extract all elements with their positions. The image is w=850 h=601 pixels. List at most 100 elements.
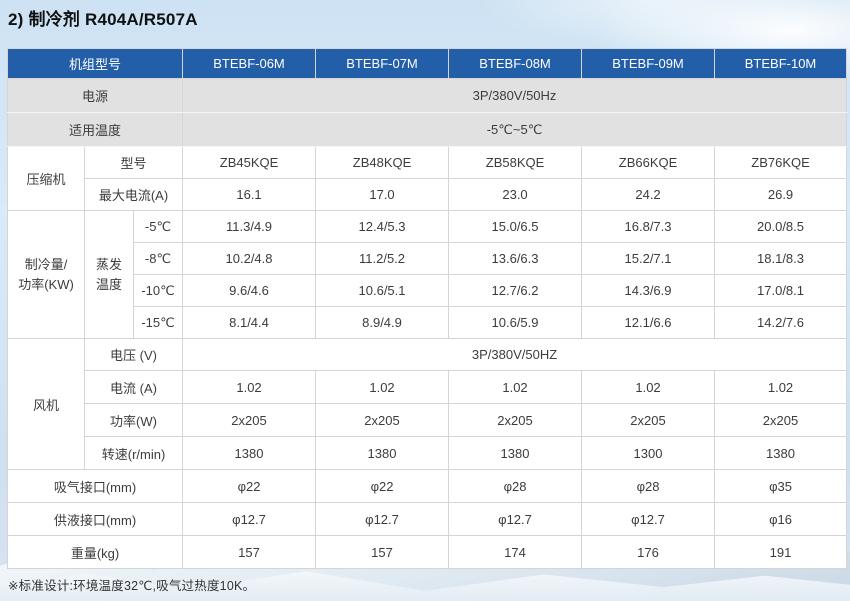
spec-value-cell: ZB76KQE: [714, 146, 848, 179]
header-model-btebf-10m: BTEBF-10M: [714, 48, 848, 79]
spec-value-cell: 16.8/7.3: [581, 210, 716, 243]
row-fan-current: 电流 (A) 1.02 1.02 1.02 1.02 1.02: [8, 370, 848, 404]
spec-value-cell: 2x205: [714, 403, 848, 437]
spec-value-cell: 1.02: [448, 370, 583, 404]
evap-temp-minus10-label: -10℃: [132, 274, 184, 307]
spec-value-cell: 10.6/5.1: [315, 274, 450, 307]
spec-value-cell: φ12.7: [581, 502, 716, 536]
row-liquid-port: 供液接口(mm) φ12.7 φ12.7 φ12.7 φ12.7 φ16: [6, 502, 848, 536]
header-model-btebf-06m: BTEBF-06M: [182, 48, 317, 79]
spec-value-cell: 16.1: [182, 178, 317, 211]
evap-temp-label: 蒸发 温度: [84, 210, 134, 339]
spec-value-cell: φ12.7: [182, 502, 317, 536]
spec-value-cell: 157: [182, 535, 317, 569]
row-power-supply: 电源 3P/380V/50Hz: [6, 78, 848, 113]
spec-value-cell: 1.02: [714, 370, 848, 404]
header-model-btebf-08m: BTEBF-08M: [448, 48, 583, 79]
spec-value-cell: 11.3/4.9: [182, 210, 317, 243]
spec-value-cell: 12.4/5.3: [315, 210, 450, 243]
spec-value-cell: 191: [714, 535, 848, 569]
compressor-model-label: 型号: [83, 146, 184, 179]
spec-value-cell: 10.6/5.9: [448, 306, 583, 339]
spec-value-cell: φ28: [448, 469, 583, 503]
spec-value-cell: 8.9/4.9: [315, 306, 450, 339]
spec-value-cell: 8.1/4.4: [182, 306, 317, 339]
row-cooling-minus15: -15℃ 8.1/4.4 8.9/4.9 10.6/5.9 12.1/6.6 1…: [8, 306, 848, 339]
spec-value-cell: 157: [315, 535, 450, 569]
fan-current-label: 电流 (A): [83, 370, 184, 404]
fan-voltage-label: 电压 (V): [83, 338, 184, 371]
spec-value-cell: 11.2/5.2: [315, 242, 450, 275]
compressor-section-label: 压缩机: [7, 146, 85, 211]
row-fan-speed: 转速(r/min) 1380 1380 1380 1300 1380: [8, 436, 848, 470]
power-supply-label: 电源: [6, 78, 184, 113]
spec-value-cell: 1380: [714, 436, 848, 470]
spec-value-cell: 17.0: [315, 178, 450, 211]
spec-value-cell: 2x205: [182, 403, 317, 437]
spec-value-cell: 23.0: [448, 178, 583, 211]
header-row: 机组型号 BTEBF-06M BTEBF-07M BTEBF-08M BTEBF…: [6, 48, 848, 79]
row-cooling-minus5: 制冷量/ 功率(KW) 蒸发 温度 -5℃ 11.3/4.9 12.4/5.3 …: [7, 210, 848, 339]
row-cooling-minus8: -8℃ 10.2/4.8 11.2/5.2 13.6/6.3 15.2/7.1 …: [8, 242, 848, 275]
header-model-btebf-07m: BTEBF-07M: [315, 48, 450, 79]
spec-value-cell: 14.2/7.6: [714, 306, 848, 339]
spec-value-cell: φ12.7: [448, 502, 583, 536]
spec-value-cell: φ35: [714, 469, 848, 503]
spec-value-cell: φ12.7: [315, 502, 450, 536]
spec-value-cell: 15.0/6.5: [448, 210, 583, 243]
spec-value-cell: 2x205: [581, 403, 716, 437]
spec-value-cell: 1.02: [182, 370, 317, 404]
ambient-temp-label: 适用温度: [6, 112, 184, 147]
spec-value-cell: 9.6/4.6: [182, 274, 317, 307]
spec-value-cell: 26.9: [714, 178, 848, 211]
compressor-max-current-label: 最大电流(A): [83, 178, 184, 211]
fan-speed-label: 转速(r/min): [83, 436, 184, 470]
suction-port-label: 吸气接口(mm): [6, 469, 184, 503]
row-compressor-max-current: 最大电流(A) 16.1 17.0 23.0 24.2 26.9: [8, 178, 848, 211]
header-unit-model-label: 机组型号: [6, 48, 184, 79]
weight-label: 重量(kg): [6, 535, 184, 569]
spec-value-cell: 18.1/8.3: [714, 242, 848, 275]
row-cooling-minus10: -10℃ 9.6/4.6 10.6/5.1 12.7/6.2 14.3/6.9 …: [8, 274, 848, 307]
spec-value-cell: 1380: [448, 436, 583, 470]
row-compressor-model: 压缩机 型号 ZB45KQE ZB48KQE ZB58KQE ZB66KQE Z…: [7, 146, 848, 211]
spec-table: 机组型号 BTEBF-06M BTEBF-07M BTEBF-08M BTEBF…: [6, 48, 848, 569]
cooling-section-label: 制冷量/ 功率(KW): [7, 210, 85, 339]
spec-value-cell: φ22: [182, 469, 317, 503]
spec-value-cell: φ16: [714, 502, 848, 536]
fan-voltage-value: 3P/380V/50HZ: [182, 338, 848, 371]
spec-value-cell: 176: [581, 535, 716, 569]
spec-value-cell: φ22: [315, 469, 450, 503]
row-suction-port: 吸气接口(mm) φ22 φ22 φ28 φ28 φ35: [6, 469, 848, 503]
spec-value-cell: 12.7/6.2: [448, 274, 583, 307]
spec-value-cell: 12.1/6.6: [581, 306, 716, 339]
row-fan-power: 功率(W) 2x205 2x205 2x205 2x205 2x205: [8, 403, 848, 437]
spec-value-cell: 15.2/7.1: [581, 242, 716, 275]
spec-value-cell: ZB48KQE: [315, 146, 450, 179]
spec-value-cell: 13.6/6.3: [448, 242, 583, 275]
spec-value-cell: 20.0/8.5: [714, 210, 848, 243]
spec-value-cell: 174: [448, 535, 583, 569]
spec-value-cell: ZB45KQE: [182, 146, 317, 179]
spec-value-cell: 10.2/4.8: [182, 242, 317, 275]
spec-value-cell: 24.2: [581, 178, 716, 211]
page-title: 2) 制冷剂 R404A/R507A: [8, 10, 198, 29]
header-model-btebf-09m: BTEBF-09M: [581, 48, 716, 79]
fan-power-label: 功率(W): [83, 403, 184, 437]
row-fan-voltage: 风机 电压 (V) 3P/380V/50HZ: [7, 338, 848, 470]
spec-value-cell: 2x205: [448, 403, 583, 437]
power-supply-value: 3P/380V/50Hz: [182, 78, 848, 113]
spec-value-cell: 1380: [315, 436, 450, 470]
ambient-temp-value: -5℃~5℃: [182, 112, 848, 147]
design-standard-footnote: ※标准设计:环境温度32℃,吸气过热度10K。: [8, 579, 256, 593]
spec-value-cell: 2x205: [315, 403, 450, 437]
row-ambient-temp: 适用温度 -5℃~5℃: [6, 112, 848, 147]
liquid-port-label: 供液接口(mm): [6, 502, 184, 536]
spec-value-cell: 1.02: [315, 370, 450, 404]
spec-value-cell: ZB58KQE: [448, 146, 583, 179]
spec-value-cell: 1.02: [581, 370, 716, 404]
spec-value-cell: 14.3/6.9: [581, 274, 716, 307]
spec-value-cell: φ28: [581, 469, 716, 503]
row-weight: 重量(kg) 157 157 174 176 191: [6, 535, 848, 569]
evap-temp-minus5-label: -5℃: [132, 210, 184, 243]
